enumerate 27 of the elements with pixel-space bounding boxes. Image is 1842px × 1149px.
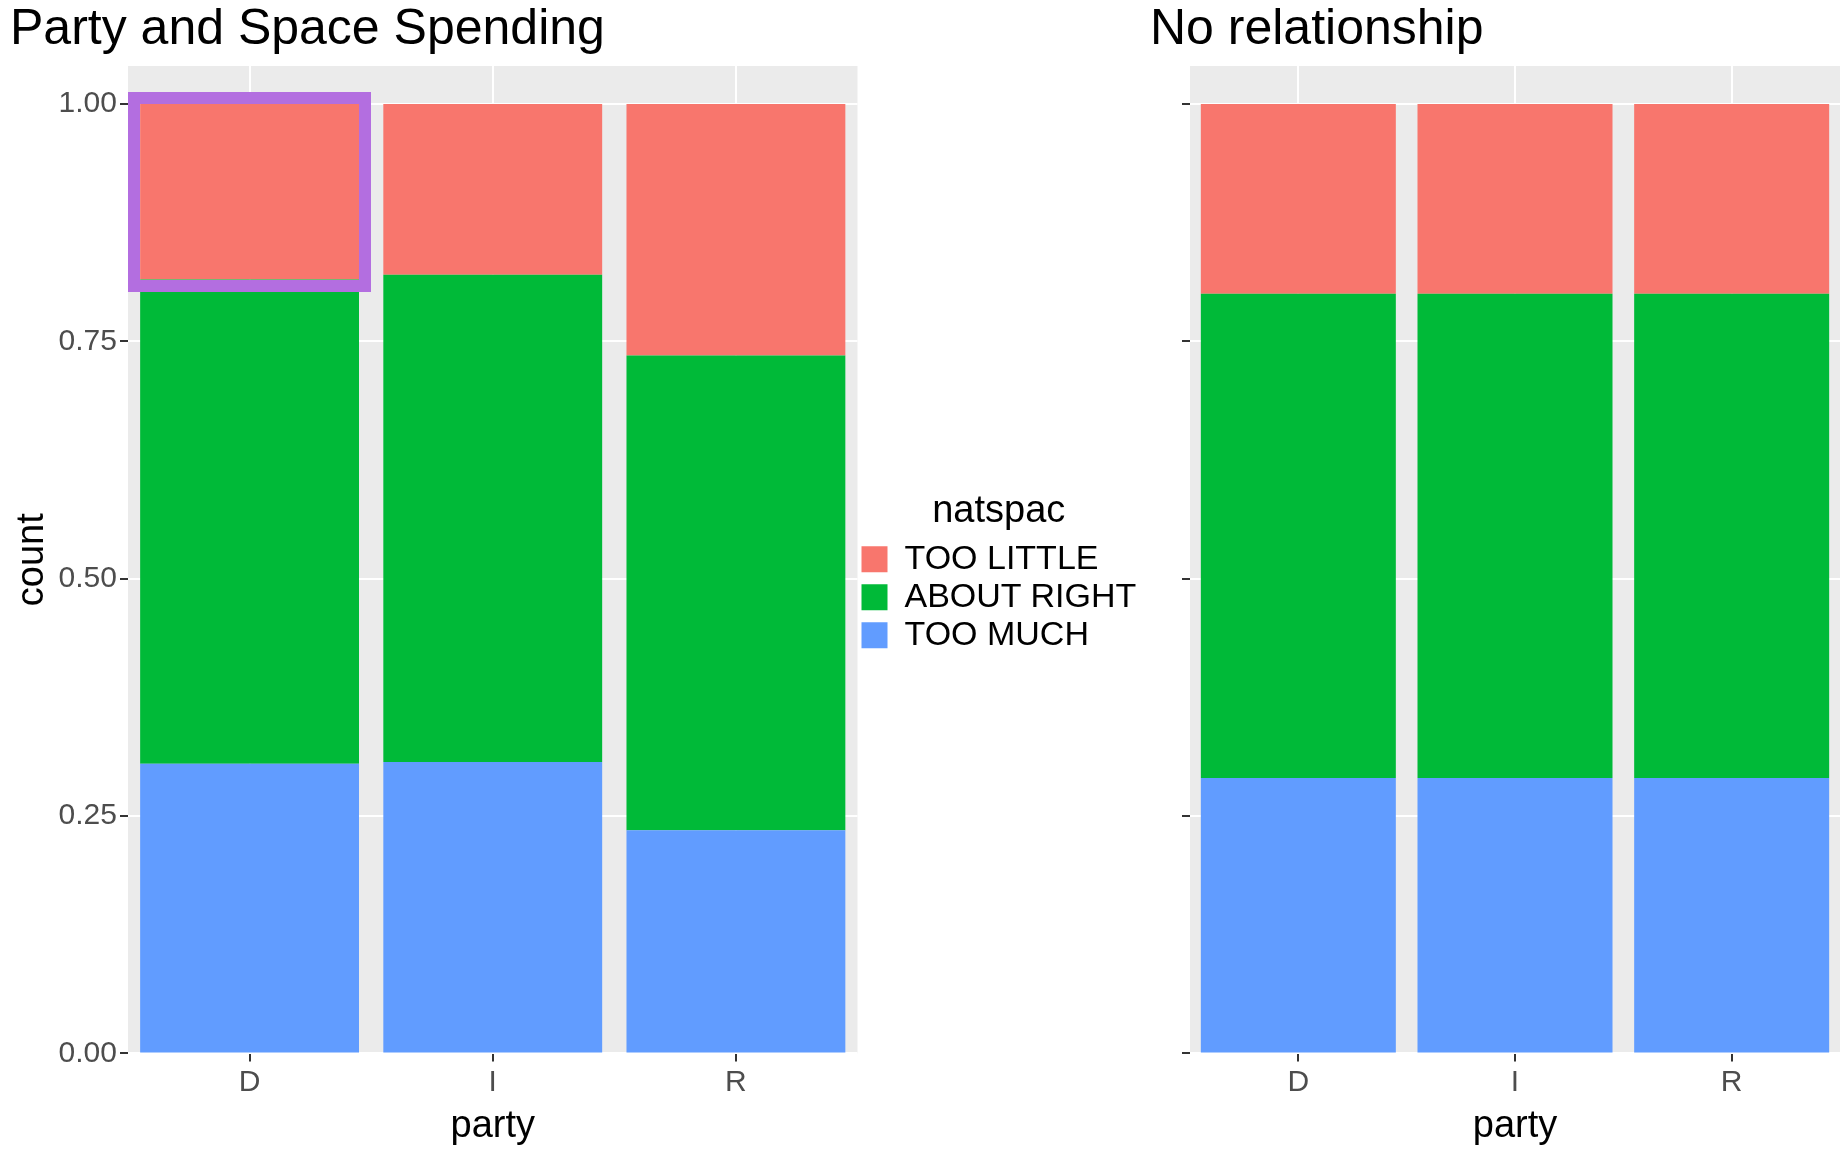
legend-label: TOO LITTLE	[904, 537, 1099, 576]
x-tick-label: R	[1720, 1063, 1743, 1097]
bar	[383, 761, 603, 1053]
legend-label: ABOUT RIGHT	[904, 575, 1137, 614]
bar	[140, 763, 359, 1053]
chart-title: No relationship	[1150, 0, 1484, 55]
y-tick-label: 1.00	[58, 85, 117, 119]
chart-title: Party and Space Spending	[10, 0, 605, 55]
x-axis-title: party	[1472, 1102, 1558, 1145]
y-tick-label: 0.75	[58, 322, 117, 356]
bar	[626, 355, 846, 831]
y-tick-label: 0.25	[58, 797, 117, 831]
bar	[626, 830, 846, 1053]
legend-label: TOO MUCH	[904, 613, 1089, 652]
bar	[626, 103, 846, 356]
x-tick-label: D	[1287, 1063, 1310, 1097]
bar	[383, 103, 603, 275]
x-tick-label: I	[1510, 1063, 1520, 1097]
x-tick-label: R	[725, 1063, 747, 1097]
x-tick-label: I	[488, 1063, 497, 1097]
x-tick-label: D	[238, 1063, 261, 1097]
legend-title: natspac	[932, 488, 1066, 531]
y-tick-label: 0.00	[58, 1034, 117, 1068]
y-axis-title: count	[9, 512, 52, 607]
bar	[383, 274, 603, 762]
x-axis-title: party	[450, 1102, 535, 1145]
y-tick-label: 0.50	[58, 559, 117, 593]
